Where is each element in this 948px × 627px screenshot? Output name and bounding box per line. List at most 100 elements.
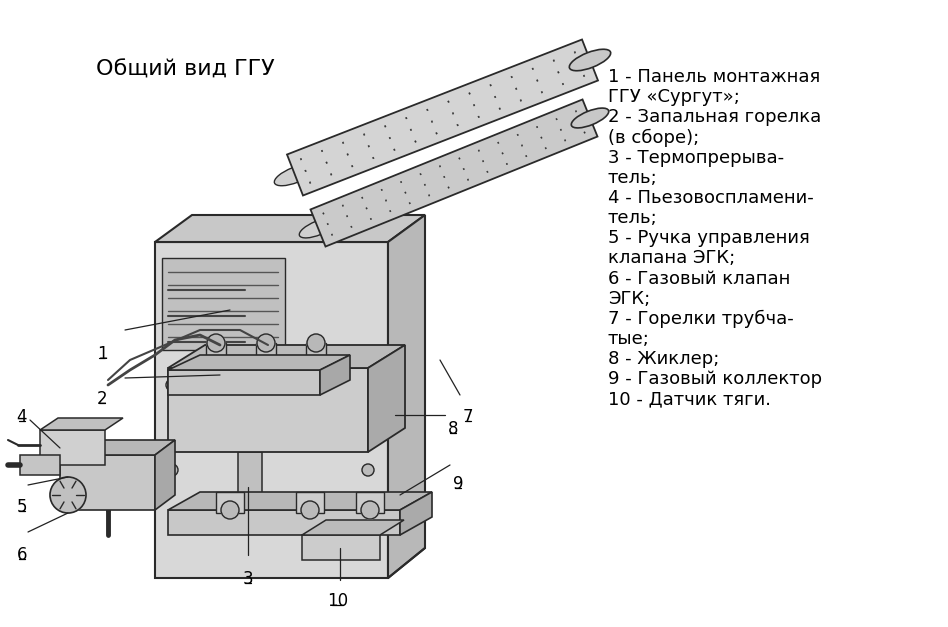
Polygon shape [583,75,585,76]
Polygon shape [400,492,432,535]
Polygon shape [352,166,353,167]
Polygon shape [511,76,513,78]
Polygon shape [427,109,428,111]
Polygon shape [40,430,105,465]
Polygon shape [525,155,527,157]
Polygon shape [302,535,380,560]
Text: тель;: тель; [608,209,658,227]
Text: 6: 6 [17,546,27,564]
Polygon shape [406,117,408,119]
Polygon shape [368,145,370,147]
Text: клапана ЭГК;: клапана ЭГК; [608,250,736,267]
Polygon shape [447,187,449,188]
Polygon shape [321,150,323,152]
Text: 6 - Газовый клапан: 6 - Газовый клапан [608,270,791,288]
Polygon shape [342,205,343,206]
Polygon shape [155,215,425,242]
Polygon shape [363,134,365,135]
Polygon shape [168,370,320,395]
Text: 9 - Газовый коллектор: 9 - Газовый коллектор [608,371,822,388]
Polygon shape [296,492,324,513]
Polygon shape [468,93,470,95]
Circle shape [166,464,178,476]
Polygon shape [414,140,416,142]
Polygon shape [409,203,410,204]
Polygon shape [560,129,561,130]
Polygon shape [436,132,437,134]
Polygon shape [162,258,285,350]
Polygon shape [459,157,460,159]
Circle shape [361,501,379,519]
Polygon shape [40,418,123,430]
Polygon shape [501,152,503,154]
Polygon shape [393,149,395,150]
Ellipse shape [274,164,316,186]
Polygon shape [385,199,387,201]
Polygon shape [381,189,382,191]
Polygon shape [431,120,433,122]
Polygon shape [370,218,372,220]
Circle shape [301,501,319,519]
Circle shape [257,334,275,352]
Polygon shape [420,173,421,175]
Polygon shape [327,223,329,225]
Polygon shape [540,137,542,139]
Ellipse shape [300,218,337,238]
Polygon shape [373,157,374,159]
Polygon shape [331,234,333,236]
Polygon shape [574,51,575,53]
Polygon shape [20,455,60,475]
Polygon shape [384,125,386,127]
Polygon shape [400,181,402,183]
Polygon shape [478,150,480,152]
Polygon shape [439,166,441,167]
Circle shape [207,334,225,352]
Text: 3: 3 [243,570,253,588]
Polygon shape [351,226,353,228]
Polygon shape [168,345,405,368]
Polygon shape [498,142,499,144]
Text: 2 - Запальная горелка: 2 - Запальная горелка [608,108,821,126]
Polygon shape [532,68,534,70]
Text: 7: 7 [463,408,473,426]
Text: 9: 9 [453,475,464,493]
Text: 1: 1 [97,345,107,363]
Polygon shape [322,213,324,214]
Text: 5: 5 [17,498,27,516]
Polygon shape [366,208,368,209]
Polygon shape [330,174,332,176]
Polygon shape [410,129,411,131]
Polygon shape [168,510,400,535]
Polygon shape [368,345,405,452]
Text: (в сборе);: (в сборе); [608,129,700,147]
Text: 10: 10 [327,592,349,610]
Polygon shape [361,197,363,199]
Text: 5 - Ручка управления: 5 - Ручка управления [608,229,810,247]
Ellipse shape [570,50,611,71]
Polygon shape [556,119,557,120]
Polygon shape [326,162,327,164]
Polygon shape [356,492,384,513]
Polygon shape [494,96,496,98]
Polygon shape [388,215,425,578]
Circle shape [50,477,86,513]
Polygon shape [304,170,306,172]
Polygon shape [320,355,350,395]
Polygon shape [557,71,559,73]
Polygon shape [155,440,175,510]
Polygon shape [490,84,491,86]
Polygon shape [309,182,311,184]
Circle shape [166,379,178,391]
Circle shape [362,379,374,391]
Polygon shape [578,63,580,65]
Text: ЭГК;: ЭГК; [608,290,650,308]
Polygon shape [347,154,349,155]
Polygon shape [553,60,555,61]
Polygon shape [342,142,344,144]
Text: 1 - Панель монтажная: 1 - Панель монтажная [608,68,820,86]
Text: 7 - Горелки трубча-: 7 - Горелки трубча- [608,310,793,328]
Ellipse shape [572,108,609,128]
Circle shape [307,334,325,352]
Text: 2: 2 [97,390,107,408]
Polygon shape [389,137,391,139]
